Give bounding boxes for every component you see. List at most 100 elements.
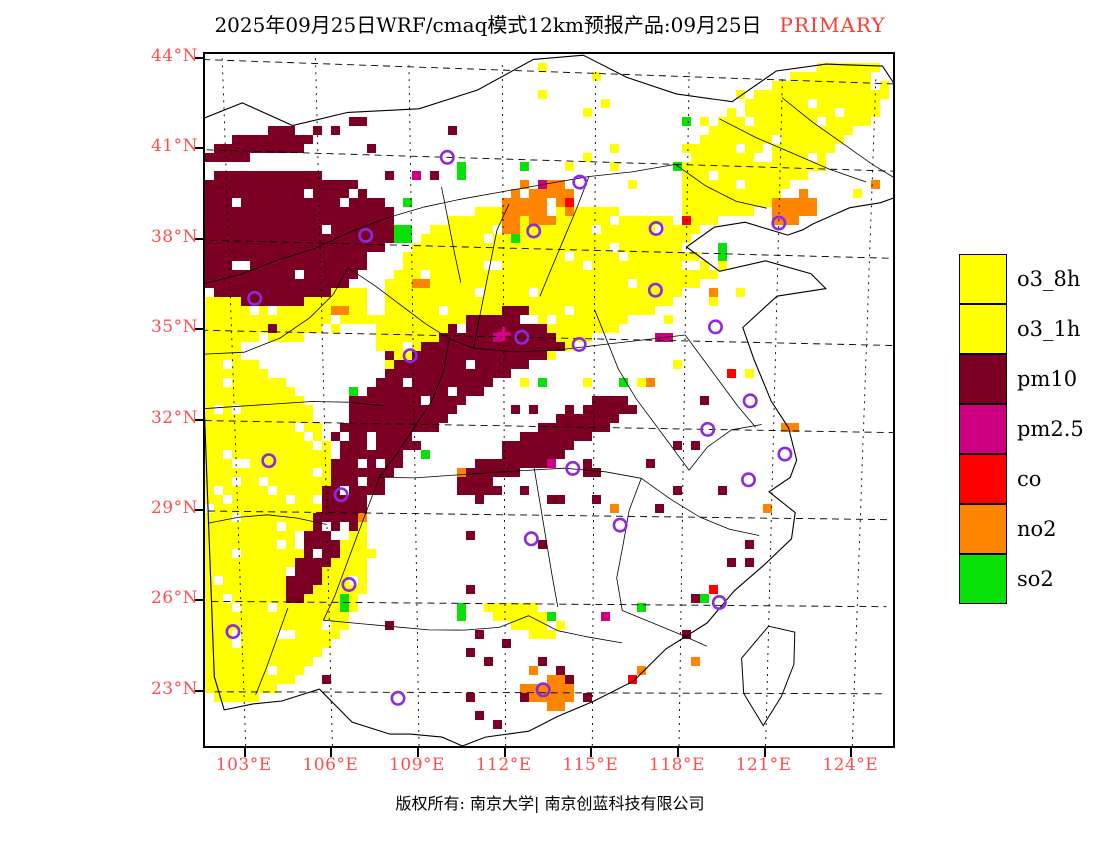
- parallel-line: [214, 691, 884, 695]
- x-axis-tick: [676, 748, 679, 757]
- map-line: [323, 477, 380, 621]
- meridian-line: [501, 64, 507, 746]
- city-marker-circle[interactable]: [565, 460, 581, 476]
- city-marker-circle[interactable]: [742, 393, 758, 409]
- city-marker-circle[interactable]: [526, 223, 542, 239]
- city-marker-circle[interactable]: [647, 282, 663, 298]
- x-axis-label: 103°E: [215, 755, 272, 775]
- map-line: [688, 424, 762, 471]
- city-marker-circle[interactable]: [572, 174, 588, 190]
- legend-item[interactable]: so2: [959, 554, 1099, 604]
- parallel-line: [211, 600, 887, 608]
- city-marker-circle[interactable]: [523, 531, 539, 547]
- legend-swatch-pm2-5: [959, 404, 1007, 454]
- parallel-line: [205, 329, 893, 346]
- map-line: [205, 206, 424, 285]
- city-marker-circle[interactable]: [514, 329, 530, 345]
- legend-label: co: [1017, 467, 1042, 491]
- map-line: [499, 615, 623, 644]
- city-marker-circle[interactable]: [571, 336, 587, 352]
- x-axis-tick: [503, 748, 506, 757]
- city-marker-circle[interactable]: [390, 690, 406, 706]
- city-marker-circle[interactable]: [740, 472, 756, 488]
- x-axis-labels: 103°E 106°E 109°E 112°E 115°E 118°E 121°E 124°E: [203, 755, 895, 785]
- map-line: [616, 478, 642, 611]
- city-marker-circle[interactable]: [341, 576, 357, 592]
- legend-swatch-no2: [959, 504, 1007, 554]
- city-marker-circle[interactable]: [707, 319, 723, 335]
- parallel-line: [205, 420, 893, 434]
- legend-swatch-o3_8h: [959, 254, 1007, 304]
- city-marker-circle[interactable]: [711, 594, 727, 610]
- city-marker-circle[interactable]: [612, 517, 628, 533]
- city-marker-circle[interactable]: [700, 421, 716, 437]
- legend-swatch-co: [959, 454, 1007, 504]
- y-axis-tick: [195, 689, 204, 692]
- city-markers[interactable]: [225, 149, 793, 706]
- map-line: [641, 477, 760, 536]
- city-marker-circle[interactable]: [535, 682, 551, 698]
- title-text: 2025年09月25日WRF/cmaq模式12km预报产品:09月25日: [214, 13, 762, 37]
- copyright-footer: 版权所有: 南京大学| 南京创蓝科技有限公司: [395, 794, 705, 813]
- x-axis-tick: [763, 748, 766, 757]
- y-axis-ticks: [0, 52, 204, 748]
- city-marker-circle[interactable]: [777, 446, 793, 462]
- graticule: [205, 54, 893, 746]
- legend-label: so2: [1017, 567, 1054, 591]
- x-axis-tick: [243, 748, 246, 757]
- meridian-line: [408, 60, 420, 746]
- map-line: [379, 467, 642, 479]
- pollutant-heatmap-canvas[interactable]: [205, 54, 893, 746]
- x-axis-tick: [850, 748, 853, 757]
- x-axis-label: 115°E: [562, 755, 619, 775]
- map-line: [208, 514, 327, 525]
- map-line: [473, 203, 510, 349]
- map-line: [539, 176, 590, 297]
- x-axis-label: 112°E: [475, 755, 532, 775]
- map-line: [323, 619, 500, 631]
- x-axis-label: 106°E: [302, 755, 359, 775]
- legend-swatch-o3_1h: [959, 304, 1007, 354]
- map-line: [205, 54, 893, 746]
- parallel-line: [205, 149, 893, 172]
- legend-item[interactable]: o3_1h: [959, 304, 1099, 354]
- legend-item[interactable]: pm10: [959, 354, 1099, 404]
- map-line: [441, 186, 462, 283]
- map-line: [378, 338, 450, 478]
- city-marker-circle[interactable]: [402, 348, 418, 364]
- legend-item[interactable]: co: [959, 454, 1099, 504]
- parallel-line: [205, 59, 893, 85]
- y-axis-label: 29°N: [150, 498, 198, 518]
- city-marker-circle[interactable]: [648, 221, 664, 237]
- x-axis-ticks: [203, 748, 895, 760]
- x-axis-label: 118°E: [649, 755, 705, 775]
- city-marker-circle[interactable]: [247, 290, 263, 306]
- city-marker-circle[interactable]: [261, 453, 277, 469]
- map-line: [741, 625, 796, 727]
- cross-marker[interactable]: [496, 326, 511, 341]
- city-marker-circle[interactable]: [358, 227, 374, 243]
- city-marker-circle[interactable]: [225, 624, 241, 640]
- meridian-line: [765, 74, 783, 746]
- city-marker-circle[interactable]: [771, 215, 787, 231]
- y-axis-tick: [195, 509, 204, 511]
- legend-label: pm10: [1017, 367, 1078, 391]
- y-axis-label: 23°N: [150, 678, 198, 699]
- x-axis-tick: [590, 748, 593, 757]
- map-line: [423, 164, 676, 208]
- meridian-line: [678, 70, 690, 746]
- map-plot-area[interactable]: [203, 52, 895, 748]
- city-marker-circle[interactable]: [333, 487, 349, 503]
- meridian-line: [221, 54, 247, 746]
- legend-label: no2: [1017, 517, 1057, 541]
- legend-item[interactable]: o3_8h: [959, 254, 1099, 304]
- city-marker-circle[interactable]: [439, 149, 455, 165]
- legend-label: pm2.5: [1017, 417, 1084, 441]
- meridian-line: [851, 77, 877, 746]
- legend-item[interactable]: no2: [959, 504, 1099, 554]
- y-axis-tick: [195, 599, 204, 602]
- y-axis-label: 38°N: [150, 226, 198, 247]
- legend-item[interactable]: pm2.5: [959, 404, 1099, 454]
- map-line: [675, 164, 767, 209]
